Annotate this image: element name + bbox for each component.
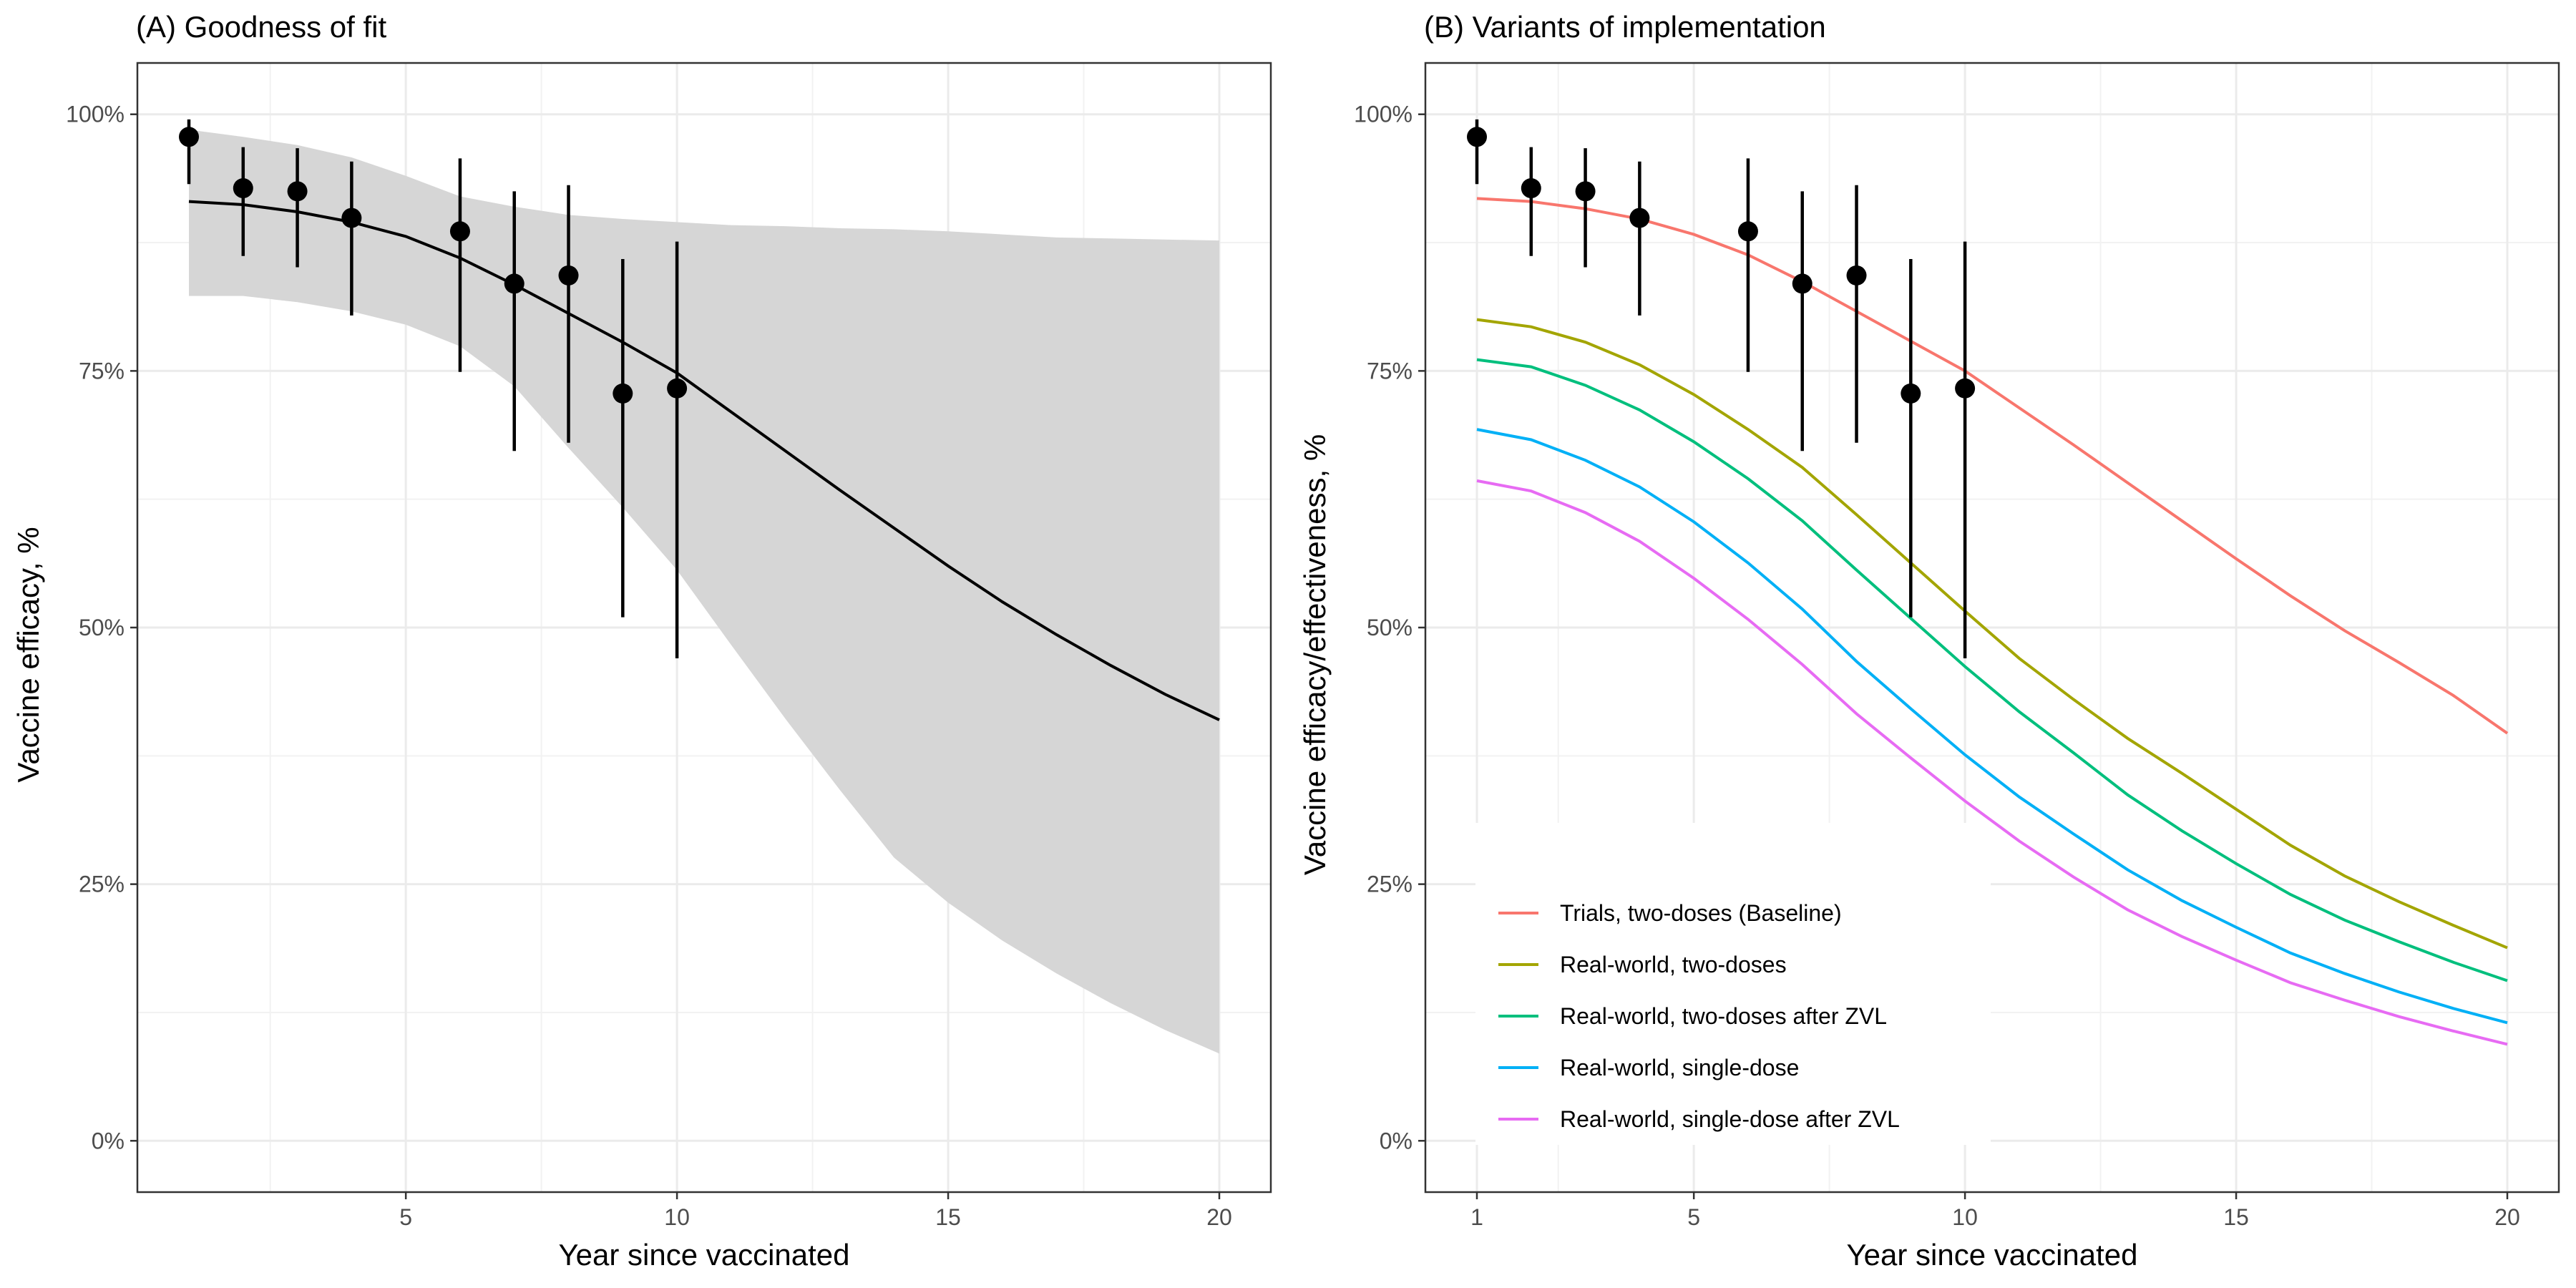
panel-a-x-tick-label: 10 (664, 1204, 690, 1230)
panel-b-legend-label-5: Real-world, single-dose after ZVL (1560, 1106, 1900, 1132)
panel-b-series-line-4 (1476, 428, 2508, 1025)
panel-b-legend-box (1475, 823, 1991, 1145)
panel-a-title: (A) Goodness of fit (136, 10, 386, 44)
panel-a-observed-point (287, 181, 308, 202)
panel-b-observed-point (1792, 273, 1813, 294)
panel-a-y-tick-label: 75% (79, 358, 125, 384)
panel-b-observed-point (1955, 378, 1976, 399)
panel-b-series-line-3 (1476, 358, 2508, 982)
panel-b-x-axis-title: Year since vaccinated (1846, 1238, 2137, 1272)
panel-b-y-tick-label: 25% (1367, 872, 1413, 897)
panel-a-observed-point (504, 273, 525, 294)
panel-a-observed-point (233, 178, 253, 199)
panel-b-x-tick-label: 20 (2494, 1204, 2520, 1230)
panel-a-axis-ticks: 0% 25% 50% 75% 100% 5 10 15 20 (66, 62, 1272, 1230)
panel-a-ci-ribbon (189, 130, 1219, 1054)
panel-a-ribbon-area (189, 130, 1219, 1054)
panel-b-title: (B) Variants of implementation (1424, 10, 1826, 44)
panel-b-legend-label-3: Real-world, two-doses after ZVL (1560, 1003, 1887, 1029)
panel-b-observed-point (1901, 383, 1921, 404)
panel-b-observed-point (1846, 265, 1867, 286)
panel-a-observed-point (449, 221, 470, 242)
panel-a-x-tick-label: 15 (935, 1204, 961, 1230)
panel-a-observed-point (558, 265, 579, 286)
panel-b-series-line-1 (1476, 197, 2509, 735)
panel-b-legend: Trials, two-doses (Baseline) Real-world, … (1475, 823, 1991, 1145)
panel-a-x-axis-title: Year since vaccinated (558, 1238, 849, 1272)
panel-b-y-axis-title: Vaccine efficacy/effectiveness, % (1298, 434, 1332, 875)
panel-b-observed-point (1575, 181, 1596, 202)
panel-b-y-tick-label: 75% (1367, 358, 1413, 384)
panel-b-series-line-5 (1476, 479, 2508, 1046)
panel-b-variants: (B) Variants of implementation 0% 25% 50% 7… (1298, 10, 2560, 1272)
panel-b-x-tick-label: 15 (2223, 1204, 2249, 1230)
panel-a-y-tick-label: 25% (79, 872, 125, 897)
panel-b-observed-point (1467, 127, 1487, 147)
panel-a-fit-curve (188, 200, 1220, 721)
panel-a-y-tick-label: 50% (79, 615, 125, 640)
panel-b-legend-label-4: Real-world, single-dose (1560, 1055, 1799, 1080)
panel-a-x-tick-label: 5 (399, 1204, 412, 1230)
panel-b-x-tick-label: 10 (1952, 1204, 1978, 1230)
panel-b-legend-label-2: Real-world, two-doses (1560, 952, 1787, 977)
panel-b-y-tick-label: 100% (1354, 102, 1413, 127)
panel-a-y-axis-title: Vaccine efficacy, % (11, 527, 45, 782)
panel-a-observed-point (667, 378, 688, 399)
panel-b-legend-label-1: Trials, two-doses (Baseline) (1560, 900, 1842, 926)
panel-a-goodness-of-fit: (A) Goodness of fit 0% 25% 50% 75% 100% 5 10 15… (11, 10, 1272, 1272)
panel-b-observed-point (1629, 208, 1650, 228)
panel-a-observed-points (179, 119, 688, 659)
panel-a-y-tick-label: 100% (66, 102, 125, 127)
panel-a-y-tick-label: 0% (92, 1128, 125, 1153)
panel-b-observed-points (1467, 119, 1976, 659)
panel-b-observed-point (1521, 178, 1541, 199)
panel-a-observed-point (341, 208, 362, 228)
panel-a-observed-point (179, 127, 199, 147)
panel-a-observed-point (613, 383, 633, 404)
panel-b-axis-ticks: 0%25%50%75%100%1 5 10 15 20 (1354, 62, 2560, 1230)
panel-a-x-tick-label: 20 (1206, 1204, 1232, 1230)
panel-b-observed-point (1737, 221, 1758, 242)
panel-a-fit-line (188, 200, 1220, 721)
panel-b-series-line-2 (1476, 318, 2508, 950)
panel-b-x-tick-label: 5 (1687, 1204, 1700, 1230)
panel-b-y-tick-label: 0% (1380, 1128, 1413, 1153)
panel-b-x-tick-label: 1 (1470, 1204, 1483, 1230)
panel-b-y-tick-label: 50% (1367, 615, 1413, 640)
